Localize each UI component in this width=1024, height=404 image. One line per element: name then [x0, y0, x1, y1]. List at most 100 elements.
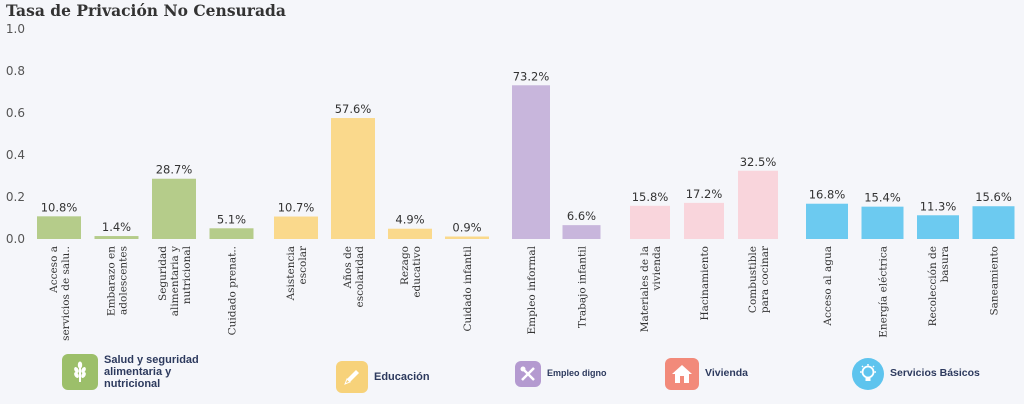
bar-value-label: 17.2% — [686, 187, 723, 201]
legend-salud: Salud y seguridad alimentaria y nutricio… — [62, 354, 199, 390]
bar — [738, 170, 778, 239]
y-axis: 1.0 0.8 0.6 0.4 0.2 0.0 — [6, 22, 25, 246]
chart-title: Tasa de Privación No Censurada — [6, 1, 286, 20]
category-label-line: Energía eléctrica — [878, 246, 890, 338]
legend-servicios: Servicios Básicos — [852, 358, 980, 390]
category-label-line: Asistencia — [285, 246, 297, 301]
category-label-line: Trabajo infantil — [577, 245, 589, 328]
category-label-line: Años de — [342, 246, 354, 289]
y-tick-label: 0.8 — [6, 64, 25, 78]
category-label: Rezago educativo — [399, 246, 423, 298]
category-label: Materiales de la vivienda — [639, 246, 663, 332]
category-label: Saneamiento — [989, 246, 1001, 316]
bar-value-label: 5.1% — [217, 212, 246, 226]
category-label: Empleo informal — [526, 245, 538, 334]
category-label: Acceso a servicios de salu.. — [48, 246, 72, 341]
category-label-line: Empleo informal — [526, 245, 538, 334]
category-label-line: Embarazo en — [106, 246, 118, 316]
category-label-line: Acceso al agua — [822, 246, 834, 327]
category-label-line: Acceso a — [48, 246, 60, 294]
category-label-line: Combustible — [747, 246, 759, 313]
category-label: Acceso al agua — [822, 246, 834, 327]
category-label-line: Hacinamiento — [699, 246, 711, 321]
category-label-line: Saneamiento — [989, 246, 1001, 316]
bar-value-label: 0.9% — [452, 221, 481, 235]
bar — [861, 206, 904, 239]
category-label-line: adolescentes — [118, 246, 130, 315]
bars: 10.8% Acceso a servicios de salu.. 1.4% Emba… — [37, 69, 1015, 341]
category-label: Energía eléctrica — [878, 246, 890, 338]
y-tick-label: 0.2 — [6, 190, 25, 204]
bar — [94, 236, 139, 239]
category-label: Seguridad alimentaria y nutricional — [157, 245, 193, 316]
category-label-line: Recolección de — [927, 246, 939, 326]
category-label-line: Cuidado infantil — [462, 245, 474, 331]
y-tick-label: 0.0 — [6, 232, 25, 246]
bar — [512, 85, 550, 239]
legend-label: Vivienda — [705, 367, 748, 380]
bar — [562, 225, 601, 239]
category-label-line: Materiales de la — [639, 246, 651, 332]
bar — [806, 203, 848, 239]
legend-label: Empleo digno — [547, 368, 607, 379]
bar — [630, 205, 670, 239]
category-label: Hacinamiento — [699, 246, 711, 321]
bar — [684, 202, 724, 239]
y-tick-label: 0.6 — [6, 106, 25, 120]
bar — [331, 118, 375, 239]
bar-value-label: 28.7% — [156, 163, 193, 177]
category-label-line: vivienda — [651, 246, 663, 292]
bar — [152, 178, 196, 239]
bar-value-label: 1.4% — [102, 220, 131, 234]
category-label-line: nutricional — [181, 245, 193, 304]
house-icon — [665, 358, 699, 390]
legend-label: alimentaria y — [104, 366, 172, 379]
legend-educacion: Educación — [336, 361, 430, 393]
bar — [209, 228, 254, 239]
bar — [388, 228, 432, 239]
bar — [972, 206, 1015, 239]
category-label-line: servicios de salu.. — [60, 246, 72, 341]
lightbulb-icon — [852, 358, 884, 390]
bar-value-label: 4.9% — [395, 213, 424, 227]
category-label-line: basura — [939, 246, 951, 282]
bar-chart: 1.0 0.8 0.6 0.4 0.2 0.0 10.8% Acceso a servicio… — [6, 22, 1015, 341]
category-label: Asistencia escolar — [285, 245, 309, 301]
legend-label: Salud y seguridad — [104, 354, 199, 366]
bar-value-label: 11.3% — [920, 199, 957, 213]
legend-vivienda: Vivienda — [665, 358, 748, 390]
category-label: Recolección de basura — [927, 246, 951, 326]
bar-value-label: 73.2% — [513, 69, 550, 83]
category-label-line: escolaridad — [354, 246, 366, 308]
legend-empleo: Empleo digno — [515, 361, 607, 387]
bar-value-label: 15.6% — [975, 190, 1012, 204]
category-label-line: educativo — [411, 246, 423, 298]
category-label: Cuidado infantil — [462, 245, 474, 331]
category-label-line: alimentaria y — [169, 246, 181, 316]
bar-value-label: 32.5% — [740, 155, 777, 169]
category-label-line: Seguridad — [157, 246, 169, 301]
bar-value-label: 6.6% — [567, 209, 596, 223]
category-label-line: Rezago — [399, 246, 411, 285]
category-label: Cuidado prenat.. — [227, 246, 239, 335]
category-label-line: Cuidado prenat.. — [227, 246, 239, 335]
bar-value-label: 10.7% — [278, 201, 315, 215]
category-label: Trabajo infantil — [577, 245, 589, 328]
bar-value-label: 57.6% — [335, 102, 372, 116]
bar — [445, 236, 489, 239]
wheat-icon — [62, 354, 98, 391]
bar-value-label: 10.8% — [41, 200, 78, 214]
bar — [274, 216, 318, 239]
legend-label: Educación — [374, 370, 430, 383]
bar-value-label: 15.8% — [632, 190, 669, 204]
category-label: Embarazo en adolescentes — [106, 246, 130, 316]
legend-label: nutricional — [104, 378, 161, 391]
bar — [37, 216, 81, 239]
y-tick-label: 0.4 — [6, 148, 25, 162]
category-label: Combustible para cocinar — [747, 245, 771, 313]
bar — [917, 215, 959, 239]
category-label: Años de escolaridad — [342, 246, 366, 308]
pencil-icon — [336, 361, 368, 393]
bar-value-label: 16.8% — [809, 188, 846, 202]
y-tick-label: 1.0 — [6, 22, 25, 36]
